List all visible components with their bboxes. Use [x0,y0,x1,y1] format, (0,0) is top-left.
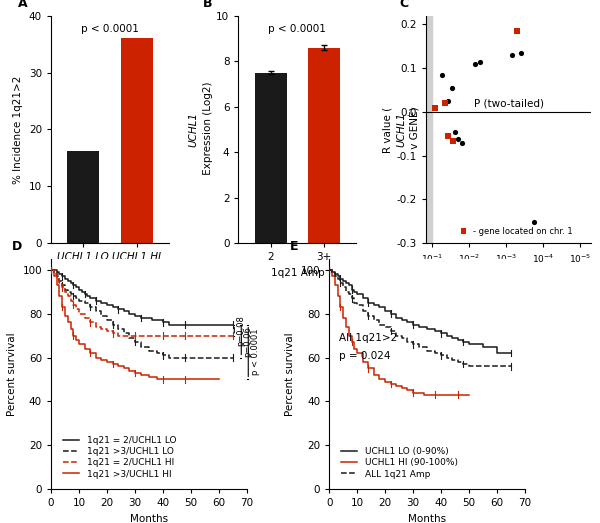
Point [507,51,517,59]
Point [529,218,538,226]
Point [457,139,467,147]
Point [454,135,463,143]
Text: v GENE): v GENE) [409,107,419,152]
Point [437,71,447,79]
Point [440,99,450,107]
X-axis label: Months: Months [130,514,168,523]
Text: p=0.08: p=0.08 [236,315,245,346]
Text: E: E [290,240,298,253]
Legend: UCHL1 LO (0-90%), UCHL1 HI (90-100%), ALL 1q21 Amp: UCHL1 LO (0-90%), UCHL1 HI (90-100%), AL… [338,444,461,482]
Bar [426,16,433,243]
Point [443,132,452,141]
Text: UCHL1: UCHL1 [396,112,406,147]
Bar [67,151,99,243]
Text: C: C [400,0,409,9]
Point [476,58,485,66]
Text: B: B [203,0,212,9]
Text: P (two-tailed): P (two-tailed) [474,99,544,109]
Y-axis label: Percent survival: Percent survival [7,332,17,416]
Y-axis label: % Incidence 1q21>2: % Incidence 1q21>2 [13,75,23,184]
Point [516,49,526,57]
Bar [308,48,340,243]
Text: p=0.06: p=0.06 [244,326,253,357]
Text: p < 0.0001: p < 0.0001 [251,329,260,376]
Text: A: A [18,0,28,9]
Point [450,128,460,136]
Y-axis label: Percent survival: Percent survival [285,332,295,416]
Text: R value (: R value ( [383,106,393,153]
X-axis label: Months: Months [408,514,446,523]
Text: All 1q21>2: All 1q21>2 [339,333,397,343]
Text: UCHL1: UCHL1 [188,112,199,147]
Text: p < 0.0001: p < 0.0001 [268,24,326,33]
Point [470,60,480,68]
Legend: 1q21 = 2/UCHL1 LO, 1q21 >3/UCHL1 LO, 1q21 = 2/UCHL1 HI, 1q21 >3/UCHL1 HI: 1q21 = 2/UCHL1 LO, 1q21 >3/UCHL1 LO, 1q2… [59,432,179,482]
Text: p = 0.024: p = 0.024 [339,351,391,361]
Text: D: D [12,240,22,253]
Point [443,97,452,105]
Point [512,27,522,35]
Bar [121,39,153,243]
Text: p < 0.0001: p < 0.0001 [81,24,139,33]
Point [448,137,458,145]
Point [447,84,457,92]
Text: Expression (Log2): Expression (Log2) [203,81,213,178]
X-axis label: 1q21 Amp: 1q21 Amp [271,268,324,278]
Bar [254,73,287,243]
Legend: - gene located on chr. 1: - gene located on chr. 1 [457,223,576,239]
Point [430,104,440,112]
